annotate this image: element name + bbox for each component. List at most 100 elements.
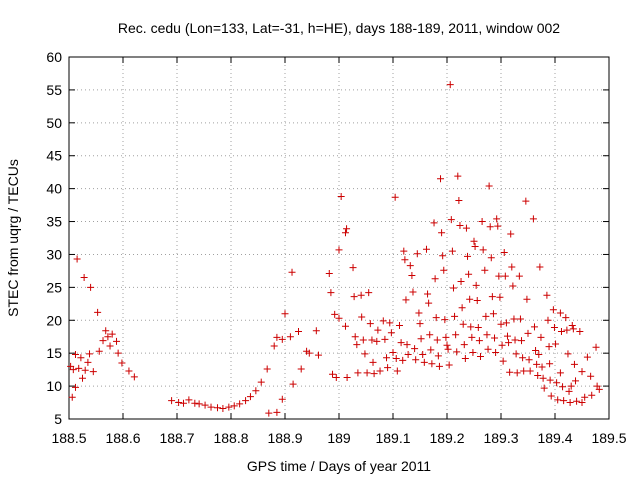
data-point <box>219 404 227 412</box>
data-point <box>498 341 506 349</box>
data-point <box>475 337 483 345</box>
data-point <box>520 367 528 375</box>
data-point <box>556 309 564 317</box>
data-point <box>469 349 477 357</box>
data-point <box>191 399 199 407</box>
data-point <box>570 360 578 368</box>
y-tick-label: 15 <box>46 345 62 361</box>
data-point <box>349 264 357 272</box>
data-point <box>562 314 570 322</box>
data-point <box>476 352 484 360</box>
y-axis-label: STEC from uqrg / TECUs <box>5 159 21 317</box>
data-point <box>481 266 489 274</box>
data-point <box>447 216 455 224</box>
data-point <box>525 356 533 364</box>
y-tick-label: 10 <box>46 378 62 394</box>
data-point <box>351 333 359 341</box>
data-point <box>533 360 541 368</box>
data-point <box>448 247 456 255</box>
data-point <box>417 335 425 343</box>
data-point <box>236 400 244 408</box>
data-point <box>461 354 469 362</box>
data-point <box>403 341 411 349</box>
data-point <box>426 331 434 339</box>
data-point <box>487 254 495 262</box>
data-point <box>325 270 333 278</box>
x-tick-label: 189.3 <box>483 430 518 446</box>
chart-title: Rec. cedu (Lon=133, Lat=-31, h=HE), days… <box>118 20 560 36</box>
data-point <box>419 350 427 358</box>
data-point <box>175 399 183 407</box>
data-point <box>565 387 573 395</box>
data-point <box>373 337 381 345</box>
data-point <box>408 272 416 280</box>
data-point <box>242 397 250 405</box>
data-point <box>230 402 238 410</box>
data-point <box>374 326 382 334</box>
data-point <box>458 304 466 312</box>
data-point <box>402 296 410 304</box>
data-point <box>225 403 233 411</box>
data-point <box>446 81 454 89</box>
data-point <box>365 289 373 297</box>
data-point <box>468 333 476 341</box>
data-point <box>422 245 430 253</box>
data-point <box>168 397 176 405</box>
data-point <box>257 378 265 386</box>
data-point <box>332 374 340 382</box>
data-point <box>71 350 79 358</box>
data-point <box>544 316 552 324</box>
data-point <box>478 218 486 226</box>
data-point <box>479 246 487 254</box>
data-point <box>518 337 526 345</box>
data-point <box>471 243 479 251</box>
data-point <box>415 309 423 317</box>
data-point <box>524 329 532 337</box>
data-point <box>473 297 481 305</box>
data-point <box>456 221 464 229</box>
data-point <box>497 320 505 328</box>
data-point <box>384 364 392 372</box>
data-point <box>449 284 457 292</box>
data-point <box>567 382 575 390</box>
data-point <box>376 367 384 375</box>
data-point <box>483 331 491 339</box>
data-point <box>406 262 414 270</box>
data-point <box>363 369 371 377</box>
x-tick-label: 188.7 <box>159 430 194 446</box>
data-point <box>505 339 513 347</box>
data-point <box>305 349 313 357</box>
data-point <box>462 224 470 232</box>
data-point <box>420 358 428 366</box>
data-point <box>358 313 366 321</box>
data-point <box>494 222 502 230</box>
data-point <box>288 268 296 276</box>
data-point <box>587 372 595 380</box>
data-point <box>366 320 374 328</box>
data-point <box>569 325 577 333</box>
data-point <box>428 360 436 368</box>
data-point <box>467 323 475 331</box>
data-point <box>331 310 339 318</box>
data-point <box>526 367 534 375</box>
data-point <box>68 393 76 401</box>
data-point <box>424 290 432 298</box>
data-point <box>502 319 510 327</box>
data-point <box>443 341 451 349</box>
data-point <box>185 396 193 404</box>
data-point <box>118 359 126 367</box>
data-point <box>499 357 507 365</box>
x-tick-label: 189.4 <box>537 430 572 446</box>
data-point <box>486 223 494 231</box>
data-point <box>466 295 474 303</box>
data-point <box>391 193 399 201</box>
data-point <box>207 403 215 411</box>
grid-lines <box>69 57 609 419</box>
data-point <box>437 175 445 183</box>
data-point <box>399 356 407 364</box>
data-point <box>401 256 409 264</box>
data-point <box>581 393 589 401</box>
data-point <box>553 379 561 387</box>
y-tick-label: 60 <box>46 49 62 65</box>
data-point <box>94 308 102 316</box>
